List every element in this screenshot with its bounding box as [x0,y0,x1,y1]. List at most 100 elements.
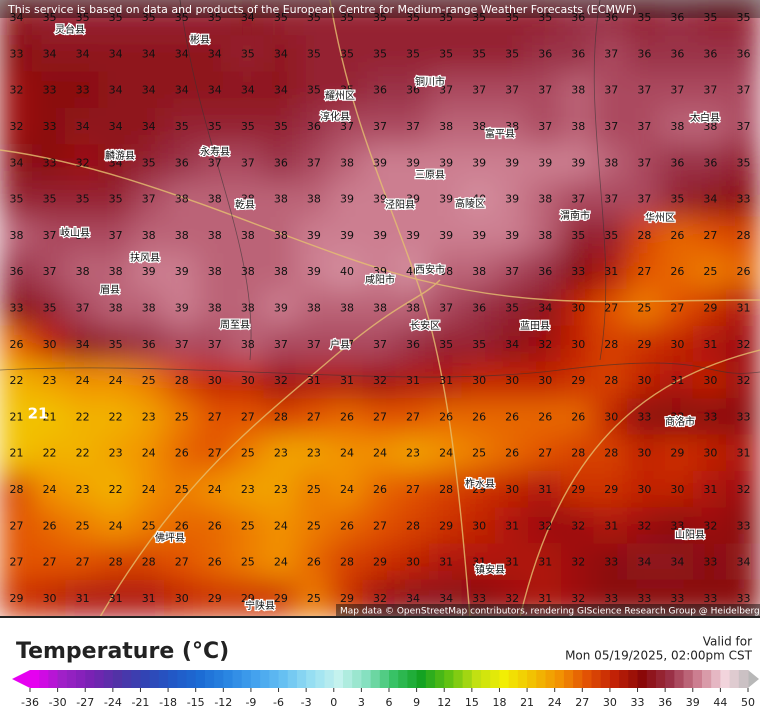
temperature-label: 34 [406,592,420,605]
temperature-label: 38 [241,229,255,242]
temperature-label: 25 [703,265,717,278]
temperature-cell [263,289,299,328]
colorbar-tick-label: -36 [21,696,39,709]
temperature-cell [230,71,266,110]
temperature-label: 32 [10,120,24,133]
temperature-label: 25 [307,592,321,605]
place-label: 彬县 [190,33,210,46]
temperature-cell [197,361,233,401]
temperature-label: 35 [208,11,222,24]
temperature-cell [197,253,233,292]
temperature-label: 29 [472,483,486,496]
colorbar-segment [85,670,95,688]
temperature-cell [362,361,398,401]
temperature-label: 31 [439,556,453,569]
temperature-cell [527,434,563,473]
temperature-label: 34 [175,47,189,60]
temperature-cell [395,325,431,364]
temperature-cell [527,507,563,546]
temperature-label: 30 [538,374,552,387]
temperature-cell [659,325,695,364]
temperature-label: 35 [76,193,90,206]
colorbar-segment [655,670,666,688]
temperature-cell [197,434,233,473]
temperature-label: 31 [109,592,123,605]
temperature-label: 32 [736,483,750,496]
temperature-cell [131,398,167,437]
colorbar-segment [352,670,362,688]
temperature-cell [0,470,35,510]
temperature-cell [626,180,662,219]
colorbar-segment [444,670,454,688]
road [519,349,760,618]
temperature-label: 23 [76,483,90,496]
temperature-label: 39 [505,229,519,242]
temperature-label: 33 [43,84,57,97]
temperature-label: 30 [571,302,585,315]
temperature-cell [0,507,35,546]
temperature-label: 33 [604,556,618,569]
temperature-cell [362,507,398,546]
temperature-cell [692,107,728,147]
temperature-label: 37 [175,338,189,351]
temperature-cell [626,107,662,147]
temperature-cell [32,434,68,473]
temperature-label: 23 [274,447,288,460]
temperature-label: 31 [76,592,90,605]
temperature-cell [725,470,760,510]
temperature-label: 36 [637,47,651,60]
temperature-cell [329,579,365,618]
temperature-label: 26 [43,519,57,532]
temperature-cell [461,71,497,110]
temperature-cell [0,325,35,364]
temperature-cell [725,71,760,110]
temperature-cell [263,144,299,183]
temperature-label: 34 [43,47,57,60]
temperature-cell [164,216,200,256]
temperature-cell [164,470,200,510]
temperature-label: 39 [373,156,387,169]
temperature-label: 36 [406,338,420,351]
temperature-label: 33 [670,410,684,423]
temperature-cell [263,543,299,582]
temperature-label: 39 [175,265,189,278]
temperature-cell [659,71,695,110]
temperature-label: 24 [340,447,354,460]
temperature-label: 37 [439,302,453,315]
temperature-label: 36 [604,11,618,24]
temperature-label: 26 [538,410,552,423]
temperature-label: 29 [439,519,453,532]
temperature-cell [296,470,332,510]
temperature-label: 38 [604,156,618,169]
border [593,0,607,361]
temperature-cell [725,180,760,219]
temperature-cell [659,0,695,38]
temperature-label: 38 [109,302,123,315]
temperature-cell [65,507,101,546]
temperature-label: 38 [208,229,222,242]
temperature-cell [131,0,167,38]
temperature-label: 34 [670,556,684,569]
temperature-cell [197,180,233,219]
temperature-label: 34 [76,120,90,133]
temperature-cell [395,253,431,292]
temperature-cell [98,216,134,256]
temperature-label: 39 [406,193,420,206]
temperature-label: 37 [538,120,552,133]
temperature-cell [131,107,167,147]
temperature-cell [725,144,760,183]
temperature-label: 25 [307,483,321,496]
temperature-cell [32,470,68,510]
temperature-cell [296,361,332,401]
temperature-cell [461,289,497,328]
temperature-cell [98,253,134,292]
temperature-cell [494,434,530,473]
colorbar-segment [296,670,307,688]
temperature-label: 38 [670,120,684,133]
temperature-label: 34 [241,84,255,97]
temperature-cell [395,361,431,401]
temperature-cell [692,216,728,256]
temperature-label: 35 [472,47,486,60]
temperature-label: 38 [538,193,552,206]
temperature-cell [527,289,563,328]
